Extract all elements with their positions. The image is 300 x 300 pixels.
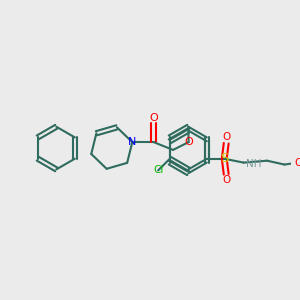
Text: O: O — [222, 175, 230, 185]
Text: NH: NH — [246, 159, 261, 169]
Text: N: N — [128, 137, 136, 147]
Text: O: O — [184, 137, 193, 147]
Text: O: O — [294, 158, 300, 168]
Text: O: O — [149, 113, 158, 123]
Text: Cl: Cl — [153, 165, 164, 176]
Text: S: S — [220, 152, 229, 165]
Text: O: O — [222, 132, 230, 142]
